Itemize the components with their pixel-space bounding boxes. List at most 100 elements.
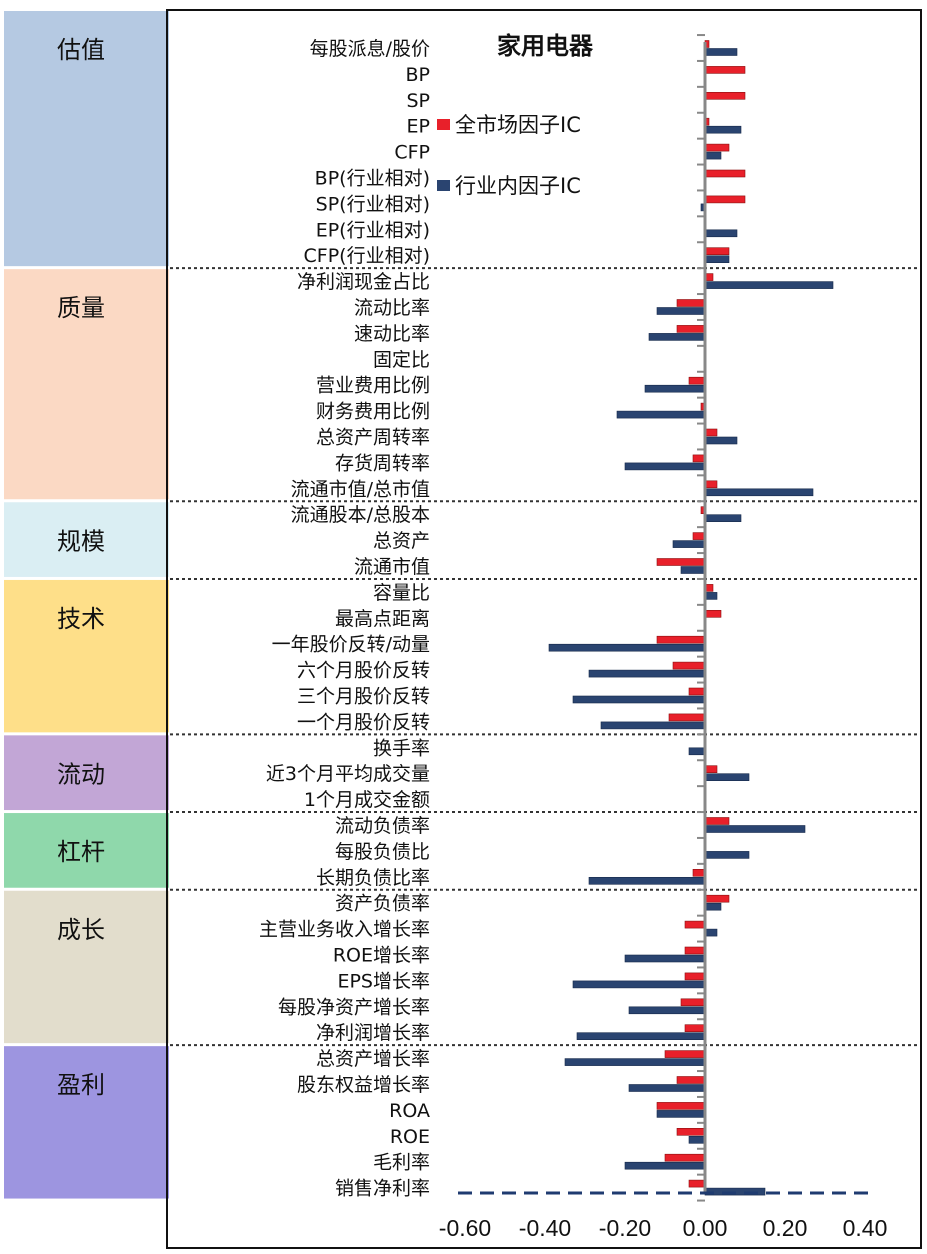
x-tick-label: 0.40 [843,1215,888,1241]
category-label: 流通股本/总股本 [291,504,430,526]
bar-market-ic [704,609,722,618]
category-label: 流动负债率 [335,815,430,837]
group-label: 质量 [57,294,105,322]
category-label: 主营业务收入增长率 [259,919,430,941]
bar-market-ic [676,1128,706,1136]
category-label: 三个月股价反转 [297,686,430,708]
bars [548,40,834,1196]
bar-industry-ic [704,255,730,263]
group-label: 流动 [57,760,105,788]
category-label: CFP(行业相对) [304,245,430,267]
bar-industry-ic [572,980,706,989]
x-tick-label: -0.60 [439,1215,491,1241]
category-label: EP [407,116,430,138]
bar-industry-ic [656,1110,706,1118]
bar-industry-ic [616,410,706,419]
category-label: CFP [394,142,430,164]
group-band [4,890,169,1044]
category-label: 六个月股价反转 [297,660,430,682]
bar-industry-ic [704,281,834,289]
bar-market-ic [684,972,706,981]
bar-industry-ic [704,151,722,160]
bar-industry-ic [576,1032,706,1040]
category-label: BP [406,64,431,86]
plot-frame [166,9,922,1249]
bar-industry-ic [624,954,706,963]
category-label: 净利润现金占比 [297,271,430,293]
category-label: ROE增长率 [333,945,430,967]
bar-industry-ic [704,773,750,782]
bar-industry-ic [704,125,742,134]
group-label: 成长 [57,916,105,944]
group-band [4,579,169,733]
legend: 全市场因子IC 行业内因子IC [437,113,581,198]
category-label: 每股派息/股价 [310,38,430,60]
bar-market-ic [688,687,706,696]
bar-industry-ic [704,902,722,911]
group-band [4,269,169,500]
bar-market-ic [692,532,706,540]
category-label: 股东权益增长率 [297,1074,430,1096]
bar-industry-ic [672,540,706,548]
category-label: ROA [389,1100,430,1122]
group-label: 杠杆 [57,838,105,866]
category-label: 最高点距离 [335,608,430,630]
category-label: 流通市值/总市值 [291,478,430,500]
bar-market-ic [692,868,706,877]
bar-industry-ic [572,695,706,704]
bar-market-ic [704,817,730,825]
bar-market-ic [704,195,746,204]
bar-industry-ic [548,643,706,652]
bar-market-ic [684,920,706,929]
group-band [4,813,169,888]
x-tick-label: 0.20 [763,1215,808,1241]
bar-market-ic [692,454,706,463]
bar-market-ic [704,143,730,152]
bar-market-ic [668,713,706,722]
group-band [4,11,169,267]
bar-industry-ic [588,876,706,885]
category-label: 一个月股价反转 [297,711,430,733]
category-label: 固定比 [373,349,430,371]
x-axis-tick-labels: -0.60 -0.40 -0.20 0.00 0.20 0.40 [439,1215,888,1241]
legend-swatch-industry [437,180,450,191]
category-label: 一年股价反转/动量 [272,634,430,656]
category-label: 速动比率 [354,323,430,345]
category-label: 换手率 [373,737,430,759]
category-label: 财务费用比例 [316,401,430,423]
bar-market-ic [664,1153,706,1162]
bar-industry-ic [688,1136,706,1144]
bar-industry-ic [704,514,742,523]
category-label: 每股负债比 [335,841,430,863]
bar-industry-ic [704,229,738,238]
category-label: 总资产增长率 [316,1048,430,1070]
bar-industry-ic [588,669,706,678]
bar-industry-ic [688,747,706,756]
bar-industry-ic [628,1006,706,1015]
legend-label-industry: 行业内因子IC [455,174,581,198]
category-label: 销售净利率 [335,1178,430,1200]
group-band [4,502,169,577]
category-label: 1个月成交金额 [304,789,430,811]
category-label: 流动比率 [354,297,430,319]
category-label: 每股净资产增长率 [278,996,430,1018]
bar-market-ic [676,325,706,333]
bar-industry-ic [624,462,706,471]
bar-industry-ic [704,851,750,859]
bar-industry-ic [704,488,814,497]
bar-market-ic [704,428,718,437]
bar-industry-ic [648,333,706,341]
bar-market-ic [656,1102,706,1110]
bar-industry-ic [704,592,718,600]
category-label: 总资产 [373,530,430,552]
bar-market-ic [688,376,706,385]
bar-market-ic [656,558,706,566]
x-tick-label: -0.20 [599,1215,651,1241]
category-label: 近3个月平均成交量 [266,763,430,785]
bar-market-ic [704,894,730,903]
bar-market-ic [704,92,746,100]
category-label: EPS增长率 [337,970,430,992]
category-label: 净利润增长率 [316,1022,430,1044]
